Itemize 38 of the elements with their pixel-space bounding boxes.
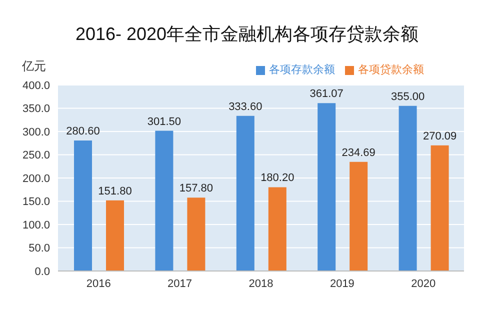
bar <box>318 103 336 271</box>
bar <box>236 116 254 271</box>
bar <box>106 200 124 271</box>
y-tick-label: 50.0 <box>28 242 50 255</box>
data-label: 301.50 <box>147 116 182 128</box>
data-label: 180.20 <box>260 172 294 184</box>
y-tick-label: 200.0 <box>22 172 50 185</box>
bar <box>155 130 174 271</box>
x-tick-label: 2019 <box>330 278 354 290</box>
y-tick-label: 150.0 <box>22 196 50 208</box>
bar <box>350 162 368 271</box>
data-label: 280.60 <box>66 126 100 138</box>
x-tick-label: 2016 <box>86 278 111 290</box>
data-label: 355.00 <box>390 90 425 103</box>
y-tick-label: 0.0 <box>34 266 50 278</box>
y-tick-label: 350.0 <box>22 103 50 116</box>
data-label: 333.60 <box>228 100 262 113</box>
y-tick-label: 250.0 <box>22 150 50 162</box>
y-tick-label: 400.0 <box>22 80 50 92</box>
data-label: 270.09 <box>422 130 457 142</box>
legend-label: 各项贷款余额 <box>358 64 424 76</box>
data-label: 157.80 <box>179 182 214 195</box>
bar <box>430 145 449 271</box>
x-tick-label: 2017 <box>168 278 192 290</box>
data-label: 234.69 <box>342 146 376 159</box>
x-tick-label: 2018 <box>248 278 274 290</box>
y-axis-title: 亿元 <box>22 58 46 75</box>
data-label: 361.07 <box>310 88 344 100</box>
bar <box>398 106 417 271</box>
chart-title: 2016- 2020年全市金融机构各项存贷款余额 <box>74 23 420 46</box>
y-tick-label: 100.0 <box>22 219 50 232</box>
y-tick-label: 300.0 <box>22 126 50 138</box>
data-label: 151.80 <box>98 185 132 198</box>
bar <box>74 140 92 271</box>
bar <box>268 187 286 271</box>
bar <box>187 198 206 271</box>
legend-label: 各项存款余额 <box>269 64 335 76</box>
x-tick-label: 2020 <box>411 278 436 290</box>
